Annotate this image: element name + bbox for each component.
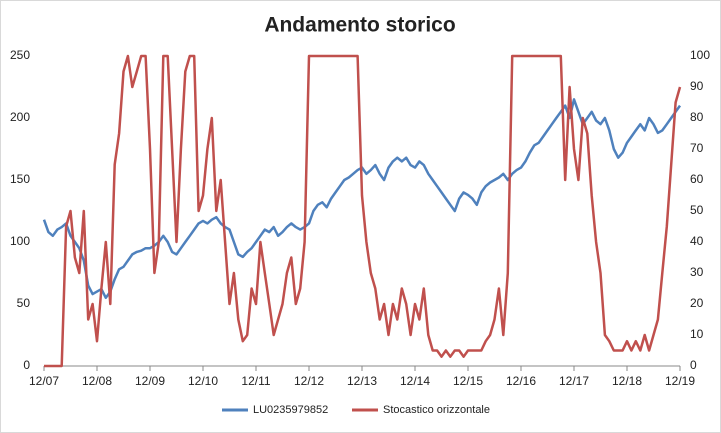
x-tick-label: 12/14 [400, 374, 430, 388]
y-tick-label: 150 [10, 172, 30, 186]
y2-tick-label: 70 [690, 141, 704, 155]
y2-tick-label: 40 [690, 234, 704, 248]
y2-tick-label: 30 [690, 265, 704, 279]
x-tick-label: 12/16 [506, 374, 536, 388]
y2-tick-label: 20 [690, 296, 704, 310]
y-tick-label: 50 [17, 296, 31, 310]
x-tick-label: 12/19 [665, 374, 695, 388]
x-tick-label: 12/09 [135, 374, 165, 388]
x-tick-label: 12/15 [453, 374, 483, 388]
y-tick-label: 250 [10, 48, 30, 62]
line-series [44, 54, 682, 368]
x-tick-label: 12/08 [82, 374, 112, 388]
y2-tick-label: 80 [690, 110, 704, 124]
x-tick-label: 12/10 [188, 374, 218, 388]
y2-tick-label: 10 [690, 327, 704, 341]
legend-label: LU0235979852 [253, 404, 328, 416]
x-tick-label: 12/17 [559, 374, 589, 388]
legend-label: Stocastico orizzontale [383, 404, 490, 416]
x-tick-label: 12/12 [294, 374, 324, 388]
y-tick-label: 0 [23, 358, 30, 372]
y-tick-label: 100 [10, 234, 30, 248]
y2-tick-label: 90 [690, 79, 704, 93]
y2-tick-label: 50 [690, 203, 704, 217]
x-tick-label: 12/07 [29, 374, 59, 388]
x-tick-label: 12/18 [612, 374, 642, 388]
x-tick-label: 12/11 [241, 374, 270, 388]
x-tick-label: 12/13 [347, 374, 377, 388]
y2-tick-label: 100 [690, 48, 710, 62]
y2-tick-label: 0 [690, 358, 697, 372]
chart-title: Andamento storico [264, 14, 455, 37]
y-tick-label: 200 [10, 110, 30, 124]
y2-tick-label: 60 [690, 172, 704, 186]
